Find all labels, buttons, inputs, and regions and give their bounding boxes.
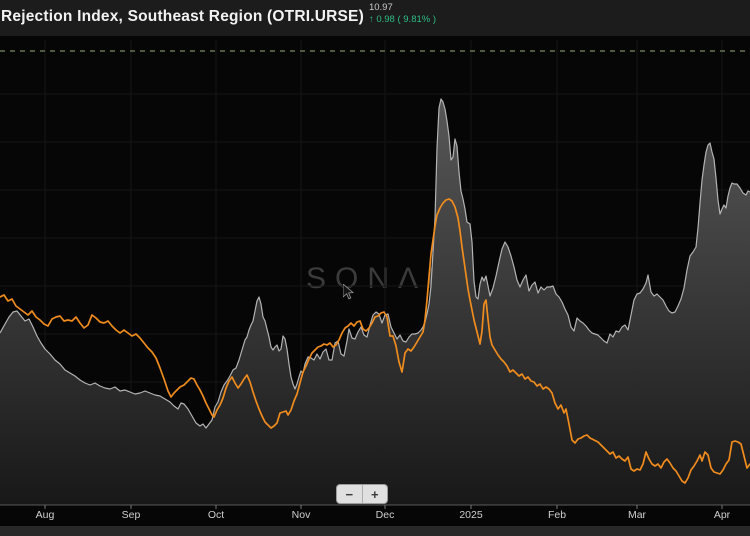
zoom-control-divider — [361, 485, 363, 503]
x-axis-label: 2025 — [459, 509, 483, 521]
last-value: 10.97 — [368, 2, 393, 13]
orange-line — [0, 198, 750, 484]
x-axis-label: Mar — [627, 509, 647, 521]
chart-title: Rejection Index, Southeast Region (OTRI.… — [1, 8, 364, 25]
quote-block: 10.97 ↑ 0.98 ( 9.81% ) — [369, 3, 436, 24]
x-axis-label: Apr — [713, 509, 731, 521]
x-axis-label: Dec — [375, 509, 395, 521]
x-axis-label: Nov — [291, 509, 311, 521]
gray-area-outline — [0, 98, 750, 429]
sonar-watermark: SONΛR — [306, 262, 458, 295]
zoom-out-button[interactable]: − — [337, 485, 362, 503]
mouse-cursor-icon — [342, 283, 355, 307]
x-axis-label: Sep — [121, 509, 141, 521]
up-arrow-icon: ↑ — [368, 13, 374, 25]
x-axis-label: Feb — [547, 509, 567, 521]
gray-area-fill — [0, 99, 750, 505]
x-axis-label: Oct — [207, 509, 225, 521]
x-axis: Aug Sep Oct Nov Dec 2025 Feb Mar Apr — [0, 509, 750, 525]
change-value: ↑ 0.98 ( 9.81% ) — [368, 13, 437, 25]
zoom-control: − + — [336, 484, 388, 504]
zoom-in-button[interactable]: + — [363, 485, 388, 503]
chart-header: Rejection Index, Southeast Region (OTRI.… — [0, 0, 750, 36]
bottom-toolbar-strip — [0, 526, 750, 536]
change-text: 0.98 ( 9.81% ) — [376, 13, 437, 25]
x-axis-label: Aug — [35, 509, 55, 521]
